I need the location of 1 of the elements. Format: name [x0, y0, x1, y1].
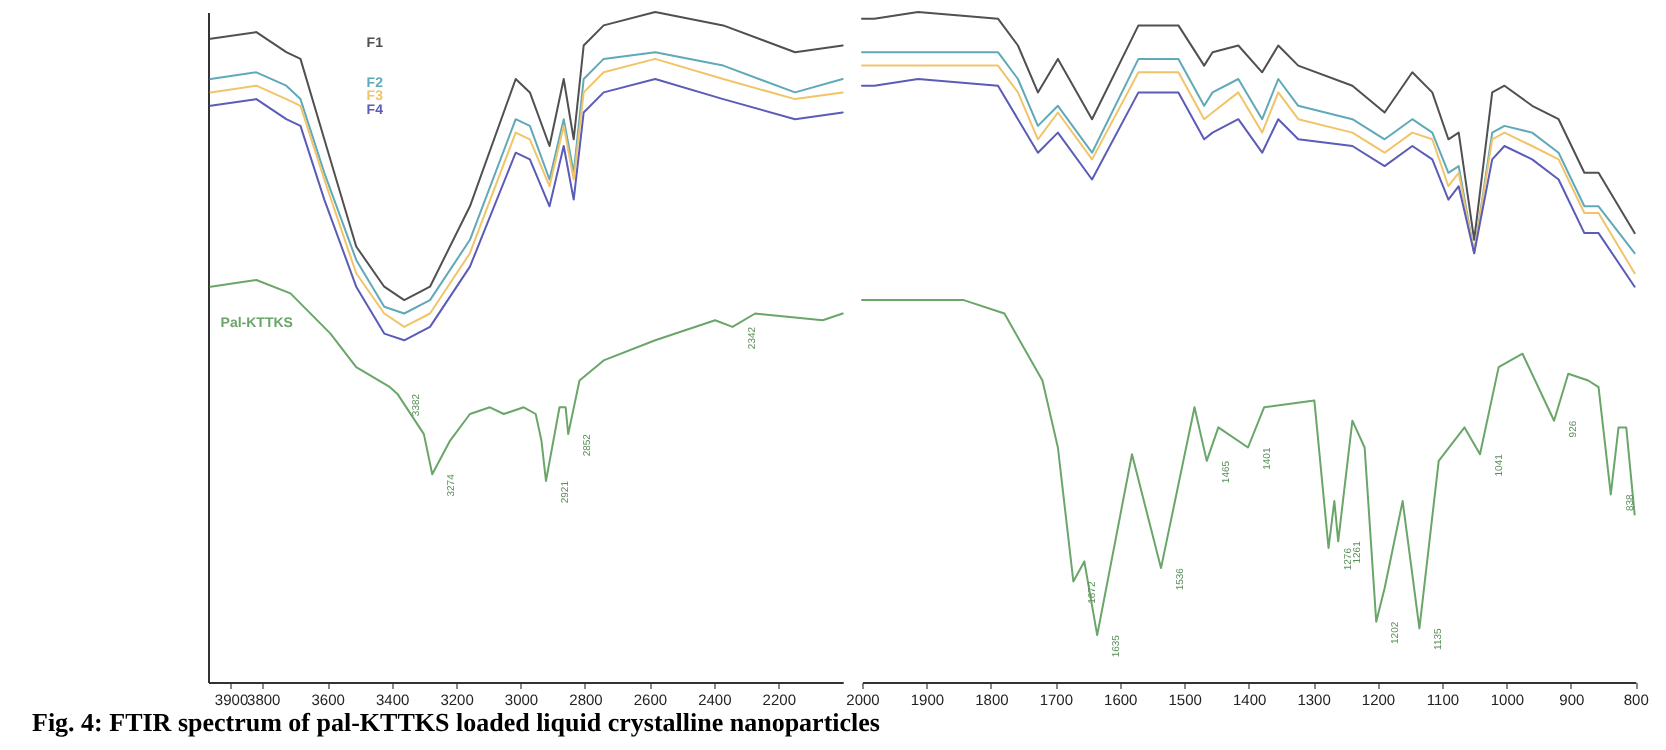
text: Fig. 4: FTIR spectrum of pal-KTTKS loaded liquid crystalline nanoparticles	[32, 707, 880, 737]
